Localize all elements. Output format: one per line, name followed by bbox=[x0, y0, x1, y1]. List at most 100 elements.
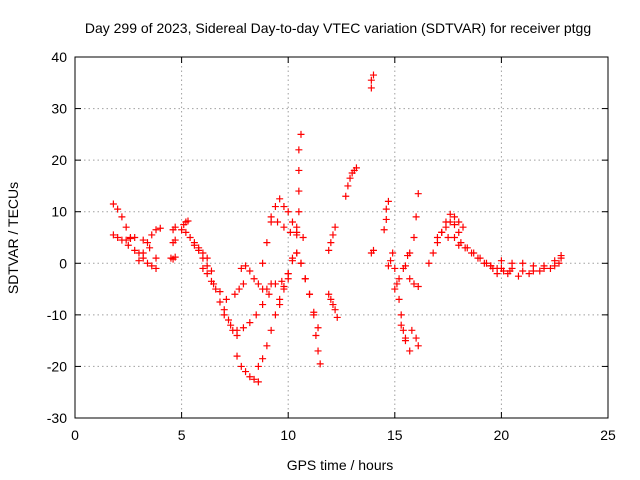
data-point bbox=[295, 166, 303, 174]
data-point bbox=[450, 221, 458, 229]
series-arc-7c bbox=[397, 321, 414, 355]
series-arc-6c bbox=[380, 197, 392, 234]
series-arc-7d bbox=[401, 190, 422, 270]
data-point bbox=[246, 267, 254, 275]
data-point bbox=[414, 282, 422, 290]
data-point bbox=[233, 326, 241, 334]
series-arc-2c bbox=[169, 236, 179, 247]
data-point bbox=[259, 355, 267, 363]
data-point bbox=[276, 195, 284, 203]
series-arc-3a bbox=[220, 275, 292, 334]
series-arc-9c bbox=[493, 259, 563, 280]
data-point bbox=[468, 249, 476, 257]
y-tick-label: 30 bbox=[51, 101, 67, 117]
data-point bbox=[497, 264, 505, 272]
data-point bbox=[227, 321, 235, 329]
data-point bbox=[327, 295, 335, 303]
data-point bbox=[387, 257, 395, 265]
data-point bbox=[461, 244, 469, 252]
data-point bbox=[295, 208, 303, 216]
data-point bbox=[414, 190, 422, 198]
data-point bbox=[203, 270, 211, 278]
series-arc-2g bbox=[199, 264, 241, 339]
data-point bbox=[265, 290, 273, 298]
data-point bbox=[276, 301, 284, 309]
data-point bbox=[148, 231, 156, 239]
data-point bbox=[131, 234, 139, 241]
data-point bbox=[397, 311, 405, 319]
data-point bbox=[333, 313, 341, 321]
y-tick-labels: -30 -20 -10 0 10 20 30 40 bbox=[47, 49, 67, 426]
data-point bbox=[152, 226, 160, 234]
data-point bbox=[382, 205, 390, 213]
series-arc-8b bbox=[433, 218, 463, 241]
chart-title: Day 299 of 2023, Sidereal Day-to-day VTE… bbox=[85, 20, 591, 36]
data-point bbox=[384, 197, 392, 205]
data-point bbox=[216, 288, 224, 296]
data-point bbox=[331, 306, 339, 314]
data-point bbox=[546, 264, 554, 272]
data-point bbox=[450, 213, 458, 221]
series-arc-6d bbox=[384, 257, 395, 270]
data-point bbox=[139, 249, 147, 257]
series-arc-7e bbox=[408, 326, 422, 350]
series-arc-1d bbox=[135, 224, 164, 265]
series-arc-3d bbox=[231, 280, 247, 298]
data-point bbox=[182, 228, 190, 236]
data-point bbox=[519, 267, 527, 275]
data-point bbox=[412, 334, 420, 342]
data-point bbox=[284, 270, 292, 278]
data-point bbox=[280, 285, 288, 293]
series-arc-3c bbox=[254, 249, 301, 370]
data-point bbox=[367, 84, 375, 92]
data-point bbox=[474, 254, 482, 262]
data-point bbox=[199, 254, 207, 262]
y-tick-label: 0 bbox=[59, 255, 67, 271]
y-tick-label: 40 bbox=[51, 49, 67, 65]
data-point bbox=[555, 259, 563, 267]
data-point bbox=[395, 275, 403, 283]
data-point bbox=[152, 254, 160, 262]
plot-frame bbox=[74, 56, 609, 419]
x-tick-label: 5 bbox=[178, 427, 186, 443]
data-point bbox=[297, 259, 305, 267]
series-arc-1e bbox=[139, 236, 160, 262]
data-point bbox=[410, 280, 418, 288]
data-point bbox=[199, 264, 207, 272]
data-point bbox=[316, 360, 324, 368]
data-point bbox=[267, 213, 275, 221]
series-arc-6a bbox=[367, 71, 377, 92]
data-point bbox=[263, 285, 271, 293]
data-point bbox=[306, 290, 314, 298]
data-point bbox=[480, 259, 488, 267]
data-point bbox=[551, 257, 559, 265]
data-point bbox=[329, 301, 337, 309]
data-point bbox=[497, 257, 505, 265]
y-tick-label: -30 bbox=[47, 410, 67, 426]
data-point bbox=[190, 241, 198, 249]
data-point bbox=[346, 174, 354, 182]
series-arc-3f bbox=[250, 275, 275, 293]
data-point bbox=[284, 208, 292, 216]
data-point bbox=[519, 259, 527, 267]
data-point bbox=[395, 295, 403, 303]
series-arc-5c bbox=[342, 164, 360, 200]
data-point bbox=[239, 280, 247, 288]
data-point bbox=[286, 228, 294, 236]
data-point bbox=[442, 223, 450, 231]
data-point bbox=[237, 264, 245, 272]
data-point bbox=[367, 76, 375, 84]
data-point bbox=[487, 262, 495, 270]
series-arc-3b bbox=[233, 352, 262, 386]
data-point bbox=[327, 239, 335, 247]
data-point bbox=[178, 226, 186, 234]
data-point bbox=[186, 234, 194, 241]
series-arc-9a bbox=[487, 254, 565, 275]
data-point bbox=[325, 290, 333, 298]
x-tick-labels: 0 5 10 15 20 25 bbox=[71, 427, 616, 443]
data-point bbox=[329, 231, 337, 239]
data-point bbox=[220, 311, 228, 319]
data-point bbox=[252, 311, 260, 319]
data-point bbox=[114, 234, 122, 241]
